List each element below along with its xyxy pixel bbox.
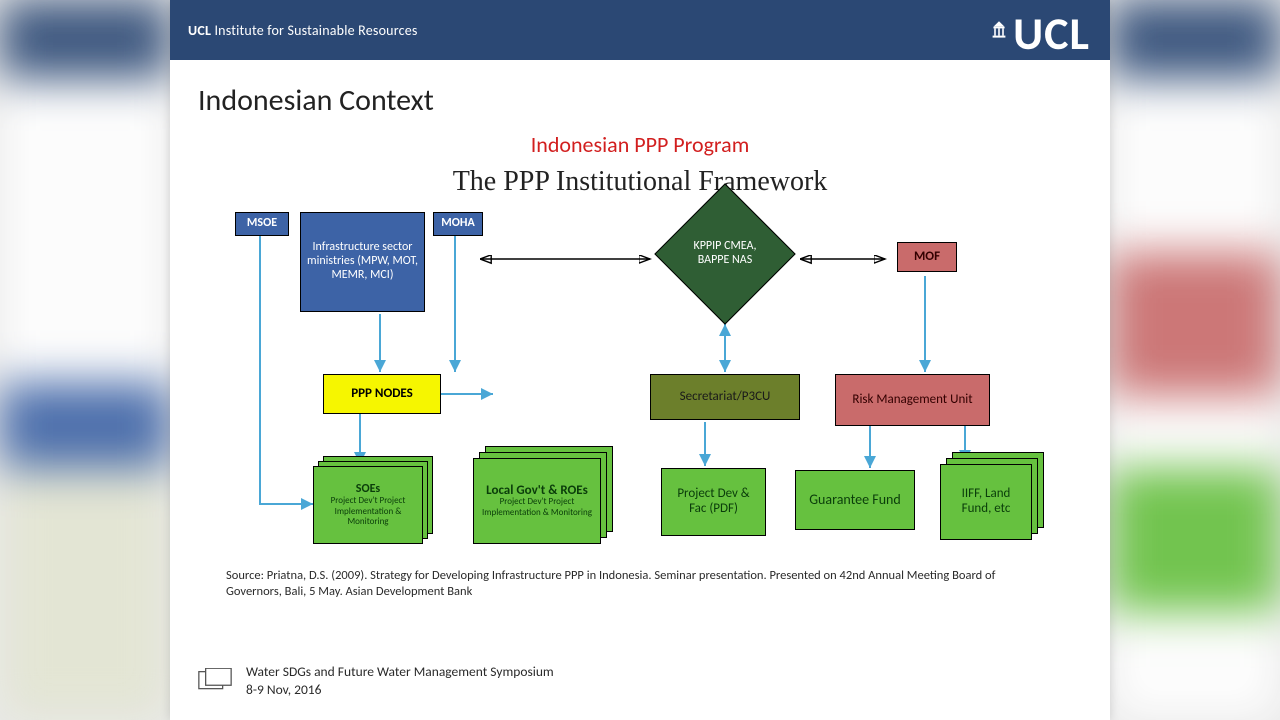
node-guarantee: Guarantee Fund: [795, 470, 915, 530]
footer-text: Water SDGs and Future Water Management S…: [246, 663, 554, 699]
header-org-rest: Institute for Sustainable Resources: [211, 22, 417, 39]
header-bar: UCL Institute for Sustainable Resources …: [170, 0, 1110, 60]
header-org-bold: UCL: [188, 22, 211, 39]
bg-blur-left: [0, 0, 170, 720]
node-infra: Infrastructure sector ministries (MPW, M…: [300, 212, 425, 312]
source-citation: Source: Priatna, D.S. (2009). Strategy f…: [198, 564, 1082, 601]
header-logo: UCL: [991, 7, 1090, 53]
node-mof: MOF: [897, 242, 957, 272]
bg-blur-right: [1110, 0, 1280, 720]
dome-icon: [991, 20, 1007, 40]
node-ppp-nodes: PPP NODES: [323, 374, 441, 414]
node-msoe: MSOE: [235, 212, 289, 236]
footer-line1: Water SDGs and Future Water Management S…: [246, 663, 554, 681]
node-local-govt: Local Gov't & ROEs Project Dev't Project…: [473, 458, 613, 548]
subtitle: Indonesian PPP Program: [198, 131, 1082, 158]
ucl-wordmark: UCL: [1013, 11, 1090, 57]
footer-line2: 8-9 Nov, 2016: [246, 681, 554, 699]
node-pdf: Project Dev & Fac (PDF): [661, 468, 766, 536]
diagram: MSOE Infrastructure sector ministries (M…: [205, 204, 1075, 564]
slide: UCL Institute for Sustainable Resources …: [170, 0, 1110, 720]
page-title: Indonesian Context: [198, 82, 1082, 119]
footer: Water SDGs and Future Water Management S…: [170, 642, 1110, 720]
header-institute: UCL Institute for Sustainable Resources: [188, 22, 418, 39]
node-iiff: IIFF, Land Fund, etc: [940, 464, 1050, 544]
framework-title: The PPP Institutional Framework: [198, 166, 1082, 198]
node-secretariat: Secretariat/P3CU: [650, 374, 800, 420]
node-soes: SOEs Project Dev't Project Implementatio…: [313, 466, 433, 546]
slides-icon: [198, 668, 232, 694]
node-kppip: KPPIP CMEA, BAPPE NAS: [675, 204, 775, 304]
node-moha: MOHA: [433, 212, 483, 236]
slide-body: Indonesian Context Indonesian PPP Progra…: [170, 60, 1110, 642]
node-risk: Risk Management Unit: [835, 374, 990, 426]
